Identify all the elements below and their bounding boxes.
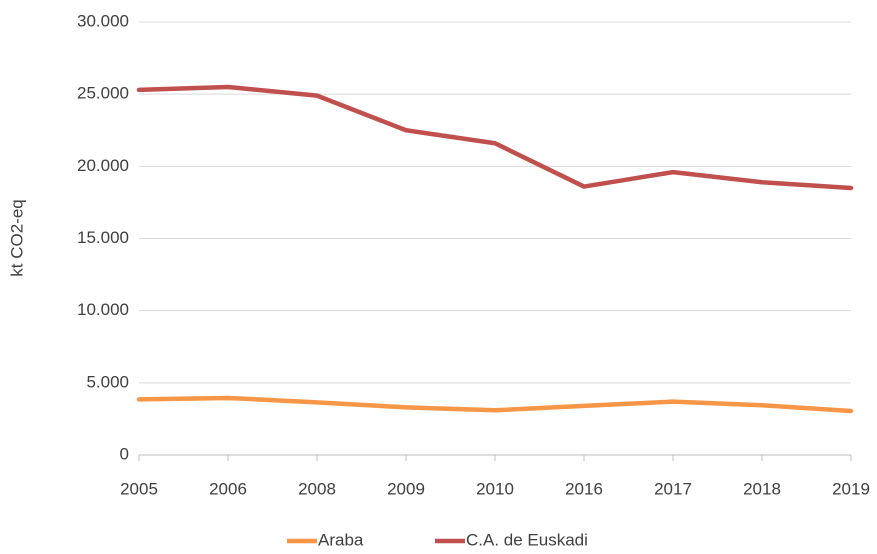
- legend-label: C.A. de Euskadi: [466, 530, 588, 549]
- y-tick-label: 15.000: [77, 228, 129, 247]
- x-tick-label: 2006: [209, 479, 247, 498]
- y-tick-label: 10.000: [77, 300, 129, 319]
- x-tick-label: 2008: [298, 479, 336, 498]
- x-tick-label: 2017: [654, 479, 692, 498]
- x-tick-label: 2016: [565, 479, 603, 498]
- x-tick-label: 2009: [387, 479, 425, 498]
- x-tick-label: 2005: [120, 479, 158, 498]
- line-series: [136, 395, 854, 414]
- y-tick-label: 5.000: [86, 372, 129, 391]
- line-series: [136, 84, 854, 191]
- legend-label: Araba: [318, 530, 364, 549]
- y-tick-label: 20.000: [77, 156, 129, 175]
- y-axis-label: kt CO2-eq: [7, 199, 26, 276]
- y-tick-label: 30.000: [77, 11, 129, 30]
- y-tick-label: 0: [120, 444, 129, 463]
- x-tick-label: 2019: [832, 479, 870, 498]
- x-tick-label: 2018: [743, 479, 781, 498]
- x-tick-label: 2010: [476, 479, 514, 498]
- y-tick-label: 25.000: [77, 84, 129, 103]
